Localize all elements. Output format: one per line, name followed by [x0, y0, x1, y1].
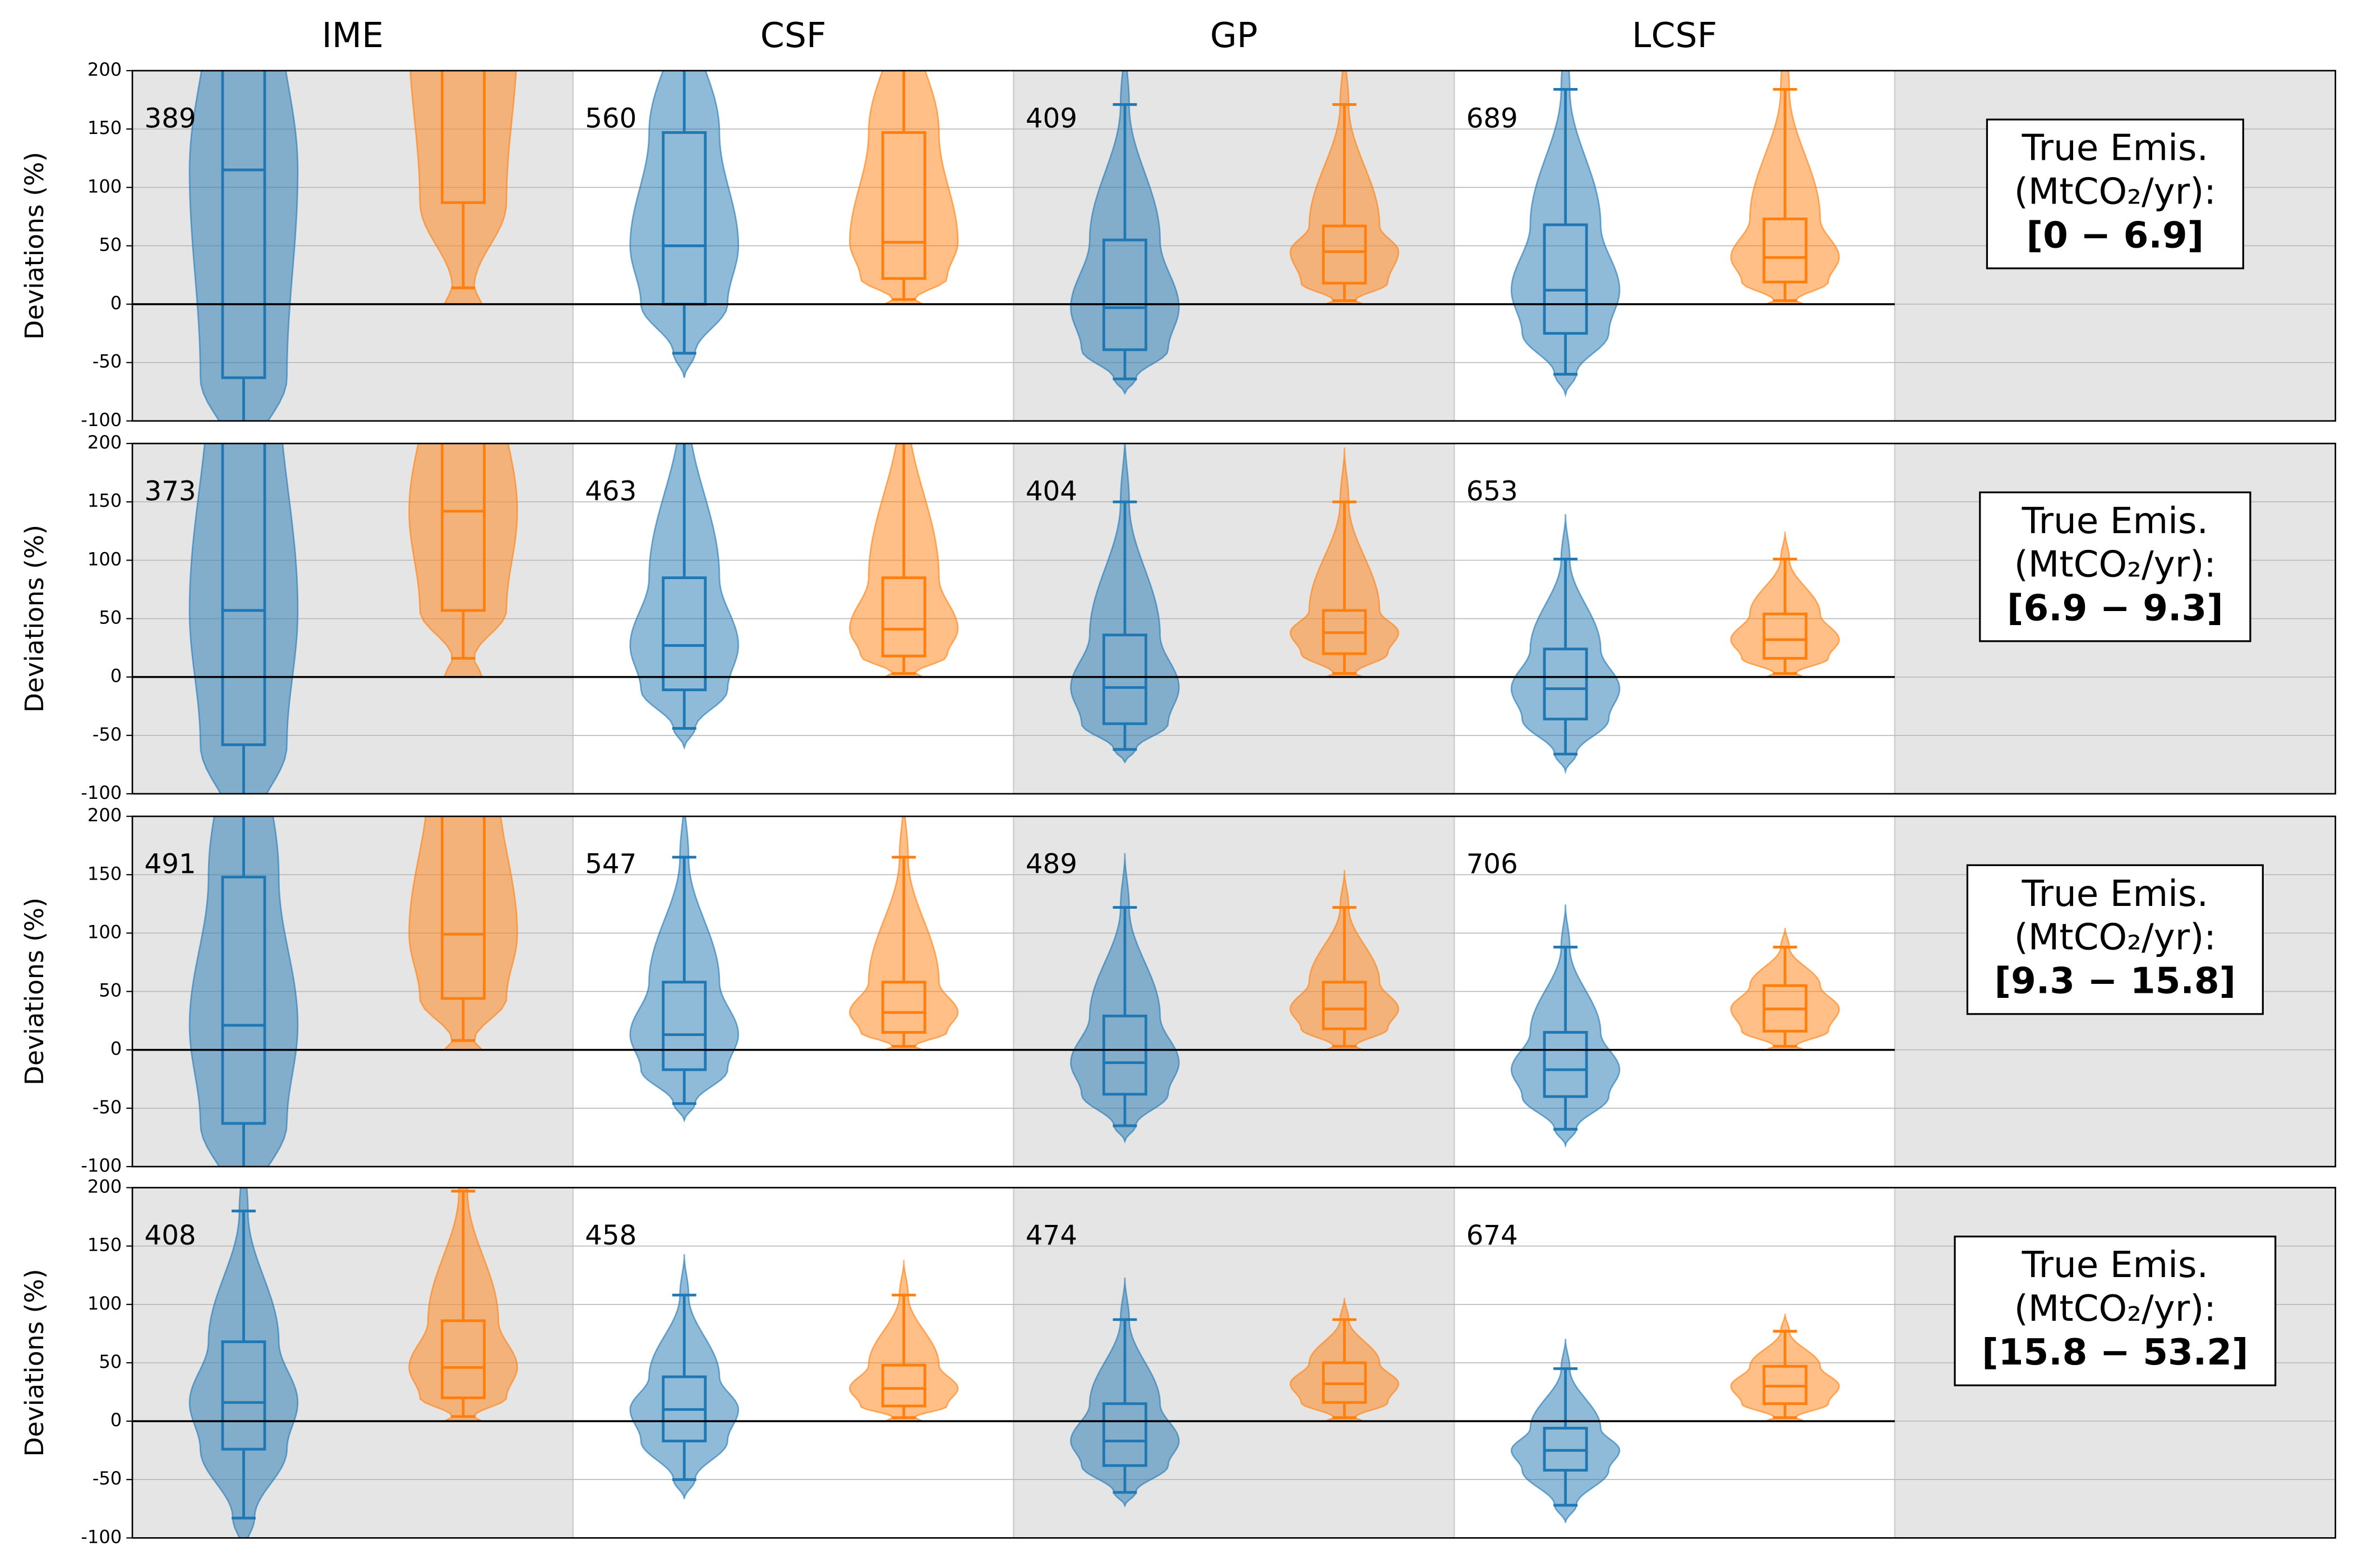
annotation-line: True Emis.: [2022, 1244, 2208, 1286]
count-label: 560: [585, 103, 636, 135]
violin: [188, 71, 299, 421]
y-axis-label: Deviations (%): [20, 898, 49, 1085]
violin: [188, 443, 299, 794]
box: [221, 443, 266, 746]
annotation-frame: [1954, 1236, 2277, 1386]
column-title: IME: [322, 15, 384, 55]
violin: [188, 816, 299, 1167]
y-tick-label: 150: [87, 863, 122, 884]
violin: [1510, 71, 1621, 397]
panel-border: [131, 442, 2337, 795]
annotation-line: (MtCO₂/yr):: [2014, 544, 2216, 586]
annotation-frame: [1966, 864, 2264, 1015]
annotation: True Emis.(MtCO₂/yr):[9.3 − 15.8]: [1966, 864, 2264, 1015]
count-label: 706: [1466, 849, 1518, 880]
count-label: 463: [585, 476, 636, 507]
y-tick-label: 150: [87, 1234, 122, 1256]
box: [441, 1319, 486, 1399]
y-tick-label: -100: [81, 1526, 122, 1547]
box: [1543, 647, 1588, 721]
annotation-line: [9.3 − 15.8]: [1995, 960, 2236, 1002]
y-tick-label: 100: [87, 921, 122, 942]
violin: [629, 71, 740, 378]
violin: [1510, 1339, 1621, 1523]
y-tick-label: 50: [99, 980, 122, 1001]
y-tick-label: 0: [110, 665, 122, 687]
y-tick-label: -100: [81, 409, 122, 431]
column-title: GP: [1210, 15, 1258, 55]
annotation: True Emis.(MtCO₂/yr):[0 − 6.9]: [1986, 118, 2244, 270]
y-tick-label: 0: [110, 1038, 122, 1060]
annotation: True Emis.(MtCO₂/yr):[15.8 − 53.2]: [1954, 1236, 2277, 1386]
y-axis-label: Deviations (%): [20, 1269, 49, 1456]
count-label: 404: [1026, 476, 1077, 507]
count-label: 389: [144, 103, 196, 135]
violin: [188, 1187, 299, 1538]
violin: [629, 443, 740, 750]
count-label: 674: [1466, 1220, 1518, 1251]
y-tick-label: 50: [99, 607, 122, 628]
violin: [408, 443, 518, 678]
count-label: 491: [144, 849, 196, 880]
annotation-line: (MtCO₂/yr):: [2014, 1288, 2216, 1330]
count-label: 474: [1026, 1220, 1077, 1251]
y-tick-label: 200: [87, 432, 122, 453]
plot-area: [188, 443, 1840, 794]
annotation-line: [0 − 6.9]: [2027, 214, 2204, 256]
count-label: 373: [144, 476, 196, 507]
count-label: 547: [585, 849, 636, 880]
y-tick-label: 150: [87, 490, 122, 511]
count-label: 689: [1466, 103, 1518, 135]
y-tick-label: 150: [87, 117, 122, 138]
y-tick-label: 0: [110, 1409, 122, 1431]
annotation-frame: [1986, 118, 2244, 270]
y-tick-label: -50: [93, 1468, 122, 1489]
y-tick-label: 50: [99, 234, 122, 255]
y-tick-label: 50: [99, 1351, 122, 1372]
plot-area: [188, 1187, 1840, 1538]
violin: [1730, 928, 1840, 1051]
annotation: True Emis.(MtCO₂/yr):[6.9 − 9.3]: [1979, 491, 2251, 642]
y-tick-label: 100: [87, 548, 122, 570]
column-title: LCSF: [1632, 15, 1717, 55]
y-tick-label: -50: [93, 351, 122, 372]
count-label: 409: [1026, 103, 1077, 135]
y-axis-label: Deviations (%): [20, 152, 49, 340]
y-tick-label: 0: [110, 293, 122, 314]
count-label: 653: [1466, 476, 1518, 507]
y-tick-label: 200: [87, 804, 122, 826]
panel-border: [131, 815, 2337, 1168]
y-tick-label: 200: [87, 1176, 122, 1197]
annotation-frame: [1979, 491, 2251, 642]
y-tick-label: 200: [87, 59, 122, 80]
annotation-line: [15.8 − 53.2]: [1982, 1331, 2248, 1373]
count-label: 458: [585, 1220, 636, 1251]
y-tick-label: 100: [87, 1293, 122, 1314]
box: [441, 71, 486, 204]
violin: [848, 71, 959, 305]
annotation-line: (MtCO₂/yr):: [2014, 917, 2216, 959]
y-tick-label: -50: [93, 724, 122, 745]
panel-border: [131, 1187, 2337, 1539]
y-tick-label: -100: [81, 1155, 122, 1176]
y-axis-label: Deviations (%): [20, 525, 49, 713]
y-tick-label: -100: [81, 782, 122, 803]
count-label: 408: [144, 1220, 196, 1251]
column-title: CSF: [760, 15, 827, 55]
plot-area: [188, 71, 1840, 421]
annotation-line: True Emis.: [2022, 500, 2208, 542]
panel-border: [131, 70, 2337, 422]
plot-area: [188, 816, 1840, 1167]
annotation-line: (MtCO₂/yr):: [2014, 171, 2216, 213]
annotation-line: True Emis.: [2022, 873, 2208, 915]
count-label: 489: [1026, 849, 1077, 880]
y-tick-label: 100: [87, 175, 122, 197]
annotation-line: True Emis.: [2022, 127, 2208, 169]
box: [221, 71, 266, 380]
annotation-line: [6.9 − 9.3]: [2007, 587, 2223, 629]
y-tick-label: -50: [93, 1097, 122, 1118]
violin: [409, 71, 517, 305]
